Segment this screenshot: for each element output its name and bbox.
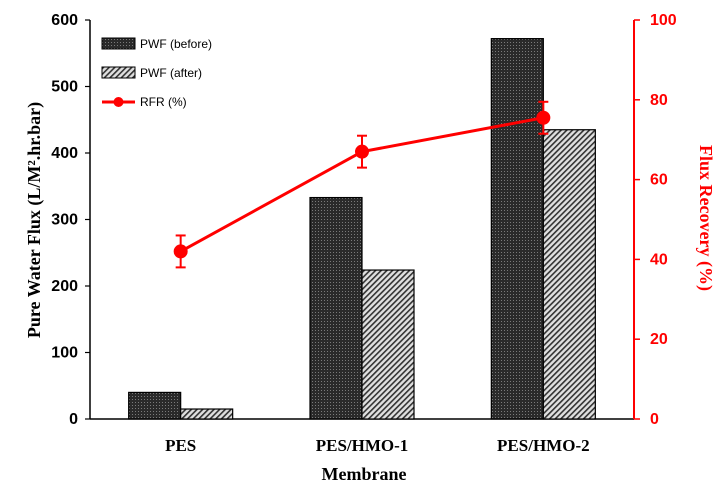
- bar-pwf-after: [542, 129, 596, 420]
- y-tick-label: 0: [69, 411, 78, 428]
- legend-label: RFR (%): [140, 95, 187, 109]
- x-axis-title: Membrane: [322, 464, 407, 484]
- y2-axis-title: Flux Recovery (%): [695, 145, 715, 291]
- bar-pwf-before: [490, 38, 544, 420]
- recovery-point: [173, 244, 188, 259]
- legend-marker: [113, 97, 124, 107]
- x-tick-label: PES/HMO-2: [497, 436, 590, 455]
- y-tick-label: 200: [51, 278, 78, 295]
- y2-tick-label: 100: [650, 12, 677, 29]
- legend-swatch: [101, 66, 136, 79]
- y-tick-label: 400: [51, 145, 78, 162]
- y-axis-title: Pure Water Flux (L/M².hr.bar): [24, 102, 45, 338]
- y2-tick-label: 20: [650, 331, 668, 348]
- plot-area: 0 100 200 300 400 500 600 0 20 40 60 80 100 PES PES/HM…: [51, 12, 677, 455]
- bar-pwf-after: [361, 269, 415, 420]
- legend-label: PWF (before): [140, 37, 212, 51]
- recovery-point: [536, 110, 551, 125]
- recovery-point: [355, 144, 369, 159]
- y-tick-label: 600: [51, 12, 78, 29]
- y2-tick-label: 0: [650, 411, 659, 428]
- y2-tick-label: 60: [650, 172, 668, 189]
- y-tick-label: 500: [51, 79, 78, 96]
- bar-pwf-after: [180, 408, 234, 420]
- x-tick-label: PES: [165, 436, 196, 455]
- bar-pwf-before: [309, 196, 363, 420]
- y2-tick-label: 80: [650, 92, 668, 109]
- y-tick-label: 100: [51, 345, 78, 362]
- legend-swatch: [101, 37, 136, 50]
- x-tick-label: PES/HMO-1: [316, 436, 409, 455]
- bar-pwf-before: [128, 391, 182, 420]
- y2-tick-label: 40: [650, 251, 668, 268]
- legend-label: PWF (after): [140, 66, 202, 80]
- y-tick-label: 300: [51, 212, 78, 229]
